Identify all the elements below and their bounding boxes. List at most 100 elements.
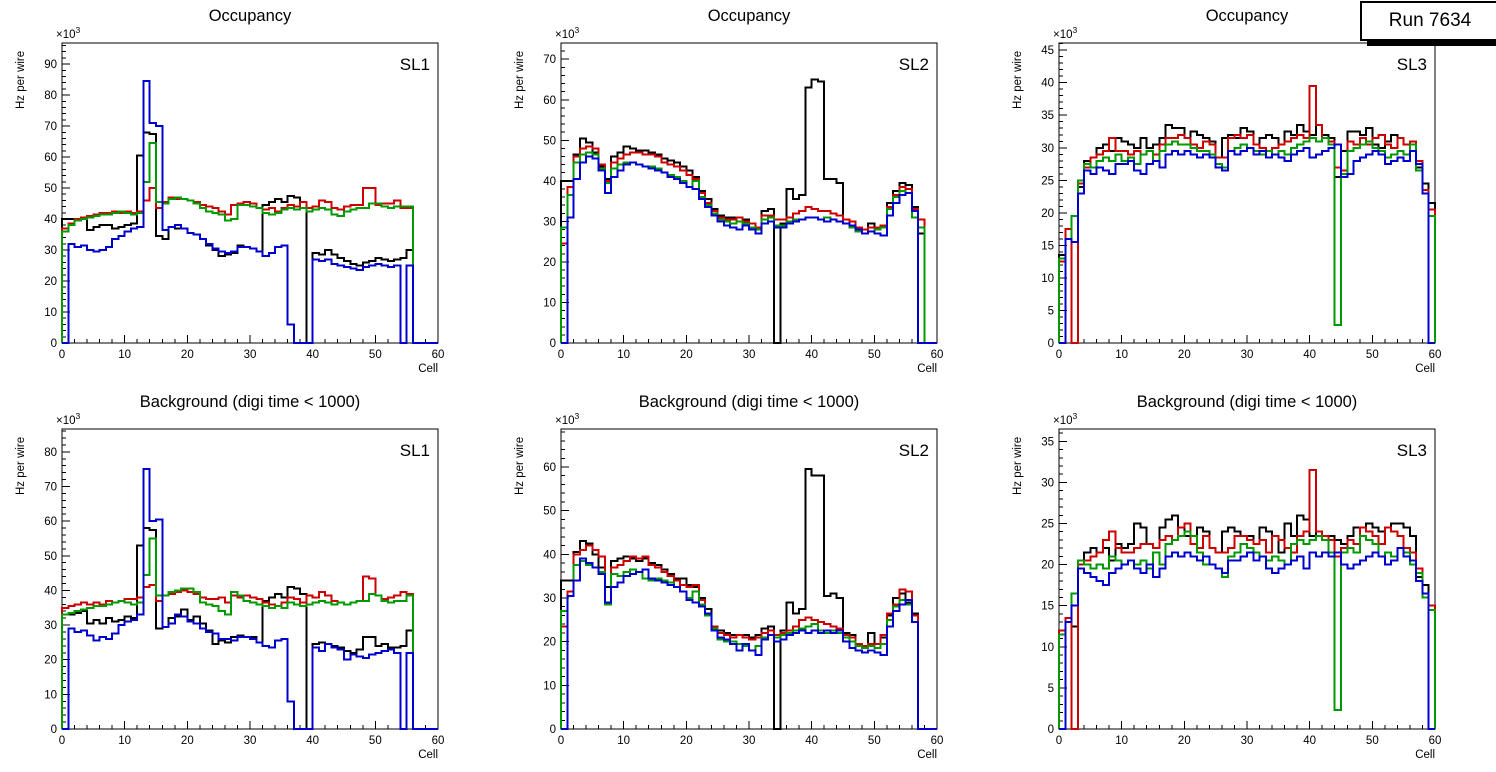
y-tick-label: 50	[44, 183, 57, 195]
y-tick-label: 10	[543, 297, 556, 309]
y-tick-label: 50	[543, 506, 556, 518]
y-tick-label: 30	[543, 216, 556, 228]
y-axis-title: Hz per wire	[15, 51, 27, 109]
y-tick-label: 80	[44, 90, 57, 102]
x-tick-label: 10	[617, 349, 630, 361]
histogram-blue	[62, 80, 438, 344]
y-axis-title: Hz per wire	[15, 437, 27, 495]
y-tick-label: 10	[44, 689, 57, 701]
x-tick-label: 30	[1241, 349, 1254, 361]
y-tick-label: 70	[44, 482, 57, 494]
pad-occupancy-sl2: 0 10 20 30 40 50 60 0 10 20 30 40 50 60 70 Occupancy SL2…	[499, 0, 998, 386]
y-tick-label: 5	[1048, 305, 1054, 317]
x-tick-label: 10	[118, 735, 131, 747]
x-tick-label: 30	[743, 735, 756, 747]
x-tick-label: 20	[181, 735, 194, 747]
histogram-black	[61, 527, 438, 730]
y-tick-label: 70	[44, 121, 57, 133]
superlayer-label: SL2	[899, 441, 929, 460]
x-tick-label: 60	[1429, 735, 1442, 747]
histogram-red	[560, 544, 937, 730]
histogram-black	[560, 78, 937, 344]
histogram-blue	[561, 155, 937, 344]
histogram-black	[560, 468, 937, 730]
y-tick-label: 70	[543, 54, 556, 66]
y-axis-title: Hz per wire	[514, 437, 526, 495]
plot-svg: 0 10 20 30 40 50 60 0 5 10 15 20 25 30 35 Background (d…	[1012, 393, 1442, 761]
y-axis-multiplier: ×103	[56, 25, 81, 41]
x-tick-label: 60	[931, 349, 944, 361]
x-tick-label: 60	[931, 735, 944, 747]
x-tick-label: 10	[1115, 735, 1128, 747]
plot-svg: 0 10 20 30 40 50 60 0 10 20 30 40 50 60 Background (di…	[514, 393, 944, 761]
x-tick-label: 20	[680, 349, 693, 361]
histogram-red	[1058, 84, 1436, 344]
y-tick-label: 45	[1041, 45, 1054, 57]
y-tick-label: 10	[1041, 273, 1054, 285]
histogram-green	[560, 151, 937, 344]
x-tick-label: 10	[1115, 349, 1128, 361]
pad-title: Occupancy	[708, 7, 791, 25]
plot-frame	[560, 42, 938, 344]
x-tick-label: 40	[306, 735, 319, 747]
y-tick-label: 35	[1041, 110, 1054, 122]
y-tick-label: 20	[543, 257, 556, 269]
x-tick-label: 50	[369, 735, 382, 747]
x-tick-label: 0	[558, 735, 564, 747]
y-axis-multiplier: ×103	[1053, 25, 1078, 41]
superlayer-label: SL1	[400, 441, 430, 460]
x-tick-label: 50	[1366, 349, 1379, 361]
y-tick-label: 60	[44, 516, 57, 528]
superlayer-label: SL3	[1397, 441, 1427, 460]
y-tick-label: 30	[1041, 143, 1054, 155]
x-tick-label: 0	[59, 735, 65, 747]
x-axis-title: Cell	[917, 363, 937, 375]
x-tick-label: 0	[1056, 349, 1062, 361]
plot-frame	[61, 42, 439, 344]
y-tick-label: 20	[1041, 208, 1054, 220]
plot-svg: 0 10 20 30 40 50 60 0 10 20 30 40 50 60 70 80 Background…	[15, 393, 444, 761]
plot-frame	[61, 428, 439, 730]
x-tick-label: 30	[244, 349, 257, 361]
plot-frame	[560, 428, 938, 730]
y-tick-label: 10	[543, 680, 556, 692]
superlayer-label: SL3	[1397, 55, 1427, 74]
y-tick-label: 50	[44, 551, 57, 563]
x-axis-title: Cell	[1415, 749, 1435, 761]
y-tick-label: 20	[1041, 560, 1054, 572]
x-tick-label: 30	[1241, 735, 1254, 747]
pad-title: Occupancy	[209, 7, 292, 25]
x-tick-label: 0	[1056, 735, 1062, 747]
y-tick-label: 0	[550, 338, 556, 350]
x-tick-label: 20	[680, 735, 693, 747]
y-axis-multiplier: ×103	[555, 25, 580, 41]
histogram-black	[1058, 123, 1436, 343]
y-tick-label: 30	[44, 620, 57, 632]
y-tick-label: 35	[1041, 436, 1054, 448]
run-number-box: Run 7634	[1360, 1, 1496, 41]
superlayer-label: SL2	[899, 55, 929, 74]
x-tick-label: 40	[306, 349, 319, 361]
y-tick-label: 30	[44, 245, 57, 257]
histogram-green	[61, 537, 438, 730]
y-tick-label: 15	[1041, 601, 1054, 613]
y-tick-label: 10	[44, 307, 57, 319]
pad-background-sl1: 0 10 20 30 40 50 60 0 10 20 30 40 50 60 70 80 Background…	[0, 386, 499, 772]
y-tick-label: 30	[543, 593, 556, 605]
plot-frame	[1058, 42, 1436, 344]
histogram-green	[560, 559, 937, 730]
x-tick-label: 0	[59, 349, 65, 361]
y-tick-label: 20	[44, 276, 57, 288]
y-tick-label: 25	[1041, 519, 1054, 531]
y-tick-label: 30	[1041, 477, 1054, 489]
y-axis-title: Hz per wire	[1012, 51, 1024, 109]
plot-svg: 0 10 20 30 40 50 60 0 5 10 15 20 25 30 35 40 45 Occupancy…	[1012, 7, 1441, 375]
x-tick-label: 0	[558, 349, 564, 361]
y-tick-label: 25	[1041, 175, 1054, 187]
y-tick-label: 60	[543, 462, 556, 474]
y-tick-label: 5	[1048, 683, 1054, 695]
y-axis-multiplier: ×103	[1053, 411, 1078, 427]
y-tick-label: 40	[44, 585, 57, 597]
histogram-blue	[1059, 547, 1435, 730]
